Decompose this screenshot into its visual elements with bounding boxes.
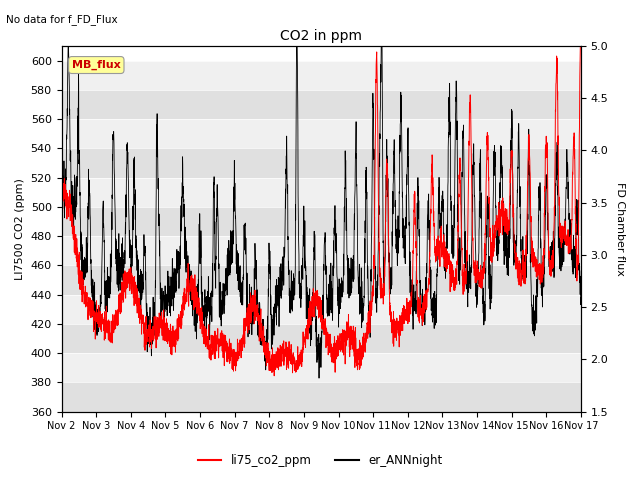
Bar xyxy=(61,383,581,412)
Y-axis label: FD Chamber flux: FD Chamber flux xyxy=(615,182,625,276)
Bar xyxy=(61,90,581,119)
Text: MB_flux: MB_flux xyxy=(72,60,121,70)
Bar xyxy=(61,178,581,207)
Bar xyxy=(61,207,581,236)
Bar xyxy=(61,148,581,178)
Bar xyxy=(61,353,581,383)
Bar xyxy=(61,324,581,353)
Y-axis label: LI7500 CO2 (ppm): LI7500 CO2 (ppm) xyxy=(15,178,25,280)
Legend: li75_co2_ppm, er_ANNnight: li75_co2_ppm, er_ANNnight xyxy=(193,449,447,472)
Bar xyxy=(61,119,581,148)
Bar xyxy=(61,60,581,90)
Title: CO2 in ppm: CO2 in ppm xyxy=(280,29,362,43)
Bar xyxy=(61,236,581,265)
Text: No data for f_FD_Flux: No data for f_FD_Flux xyxy=(6,14,118,25)
Bar xyxy=(61,265,581,295)
Bar xyxy=(61,295,581,324)
